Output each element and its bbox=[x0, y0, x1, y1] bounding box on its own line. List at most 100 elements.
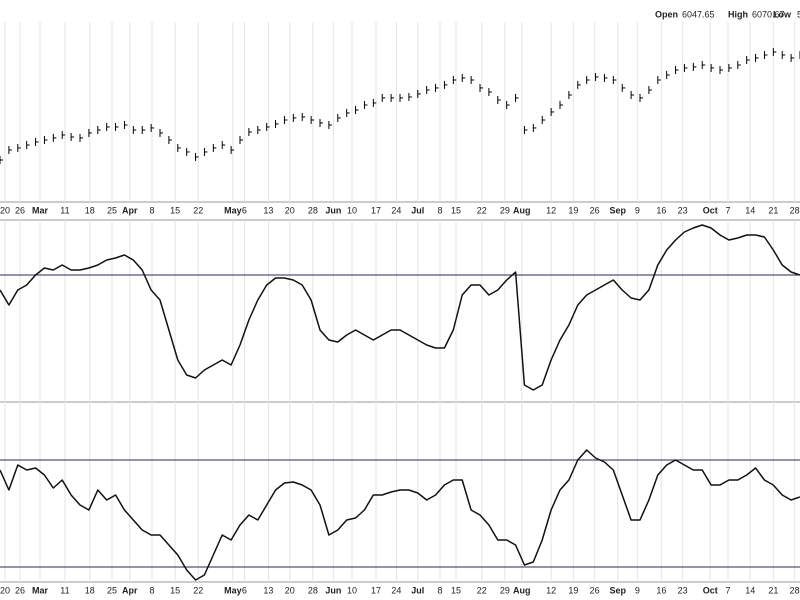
header-value: 6047.65 bbox=[682, 9, 715, 19]
x-tick-label: 28 bbox=[308, 585, 318, 595]
x-tick-label: 24 bbox=[391, 205, 401, 215]
price-bar bbox=[17, 143, 21, 152]
price-bar bbox=[479, 83, 483, 92]
x-tick-label: Mar bbox=[32, 205, 49, 215]
price-bar bbox=[426, 86, 430, 94]
x-tick-label: 28 bbox=[790, 205, 800, 215]
price-bar bbox=[506, 101, 510, 109]
price-bar bbox=[132, 126, 137, 134]
x-tick-label: May bbox=[224, 585, 242, 595]
price-bar bbox=[106, 122, 110, 131]
price-bar bbox=[719, 66, 723, 74]
price-bar bbox=[639, 93, 643, 102]
price-bar bbox=[0, 156, 3, 164]
x-tick-label: 10 bbox=[347, 205, 357, 215]
price-bar bbox=[523, 126, 528, 134]
x-tick-label: 23 bbox=[678, 205, 688, 215]
price-bar bbox=[115, 122, 119, 131]
price-bar bbox=[70, 132, 75, 141]
x-tick-label: 19 bbox=[568, 585, 578, 595]
x-tick-label: 11 bbox=[60, 585, 69, 595]
x-tick-label: 29 bbox=[500, 585, 510, 595]
price-bar bbox=[488, 87, 492, 96]
x-tick-label: 22 bbox=[193, 585, 203, 595]
x-tick-label: 15 bbox=[170, 205, 180, 215]
price-bar bbox=[150, 123, 155, 132]
price-bar bbox=[390, 93, 395, 102]
x-tick-label: 20 bbox=[285, 585, 295, 595]
x-tick-label: 23 bbox=[678, 585, 688, 595]
price-bar bbox=[230, 146, 235, 154]
x-tick-label: May bbox=[224, 205, 242, 215]
x-tick-label: 13 bbox=[263, 205, 273, 215]
price-bar bbox=[461, 73, 466, 82]
price-bar bbox=[595, 72, 599, 81]
header-label: High bbox=[728, 9, 748, 19]
x-tick-label: Sep bbox=[610, 585, 627, 595]
price-bar bbox=[772, 47, 777, 56]
x-tick-label: Oct bbox=[703, 585, 718, 595]
price-bar bbox=[728, 63, 732, 72]
price-bar bbox=[35, 137, 39, 146]
x-tick-label: 20 bbox=[0, 585, 10, 595]
x-tick-label: 12 bbox=[546, 585, 556, 595]
header-label: Low bbox=[773, 9, 792, 19]
x-tick-label: 14 bbox=[745, 205, 755, 215]
price-bar bbox=[612, 76, 617, 84]
x-tick-label: Aug bbox=[513, 205, 531, 215]
price-bar bbox=[710, 63, 715, 72]
price-bar bbox=[203, 147, 208, 156]
price-bar bbox=[141, 126, 146, 134]
x-tick-label: 9 bbox=[635, 585, 640, 595]
price-bar bbox=[755, 53, 759, 62]
price-bar bbox=[195, 152, 199, 161]
x-tick-label: 7 bbox=[725, 205, 730, 215]
price-bar bbox=[435, 83, 439, 92]
price-bar bbox=[319, 118, 323, 127]
price-bar bbox=[79, 133, 83, 142]
price-bar bbox=[283, 116, 288, 124]
price-bar bbox=[168, 136, 172, 144]
x-tick-label: 8 bbox=[149, 585, 154, 595]
price-bar bbox=[541, 116, 546, 124]
x-tick-label: 24 bbox=[391, 585, 401, 595]
x-tick-label: 15 bbox=[451, 585, 461, 595]
price-bar bbox=[97, 126, 101, 134]
x-tick-label: Jul bbox=[411, 205, 424, 215]
price-bar bbox=[683, 63, 688, 72]
x-tick-label: 26 bbox=[15, 205, 25, 215]
price-bar bbox=[248, 127, 252, 136]
price-bar bbox=[337, 113, 341, 122]
x-tick-label: Jul bbox=[411, 585, 424, 595]
x-tick-label: 22 bbox=[193, 205, 203, 215]
price-bar bbox=[577, 80, 581, 89]
x-tick-label: 17 bbox=[371, 205, 381, 215]
price-bar bbox=[737, 61, 741, 69]
price-bar bbox=[123, 121, 128, 129]
x-tick-label: 6 bbox=[242, 205, 247, 215]
header-value: 586 bbox=[797, 9, 800, 19]
x-tick-label: 14 bbox=[745, 585, 755, 595]
price-bar bbox=[355, 106, 359, 114]
price-bar bbox=[550, 107, 555, 116]
x-tick-label: Aug bbox=[513, 585, 531, 595]
price-bar bbox=[621, 83, 626, 92]
price-bar bbox=[443, 80, 448, 89]
x-tick-label: 18 bbox=[85, 585, 95, 595]
x-tick-label: 26 bbox=[590, 205, 600, 215]
x-tick-label: 9 bbox=[635, 205, 640, 215]
x-tick-label: 26 bbox=[15, 585, 25, 595]
x-tick-label: 28 bbox=[790, 585, 800, 595]
x-tick-label: Oct bbox=[703, 205, 718, 215]
price-bar bbox=[470, 76, 475, 84]
x-tick-label: 22 bbox=[477, 205, 487, 215]
x-tick-label: 21 bbox=[768, 585, 778, 595]
price-bar bbox=[186, 147, 190, 156]
x-tick-label: 8 bbox=[437, 205, 442, 215]
x-tick-label: 25 bbox=[107, 585, 117, 595]
x-tick-label: 12 bbox=[546, 205, 556, 215]
price-bar bbox=[746, 56, 750, 64]
price-bar bbox=[275, 119, 279, 128]
price-bar bbox=[408, 92, 412, 101]
